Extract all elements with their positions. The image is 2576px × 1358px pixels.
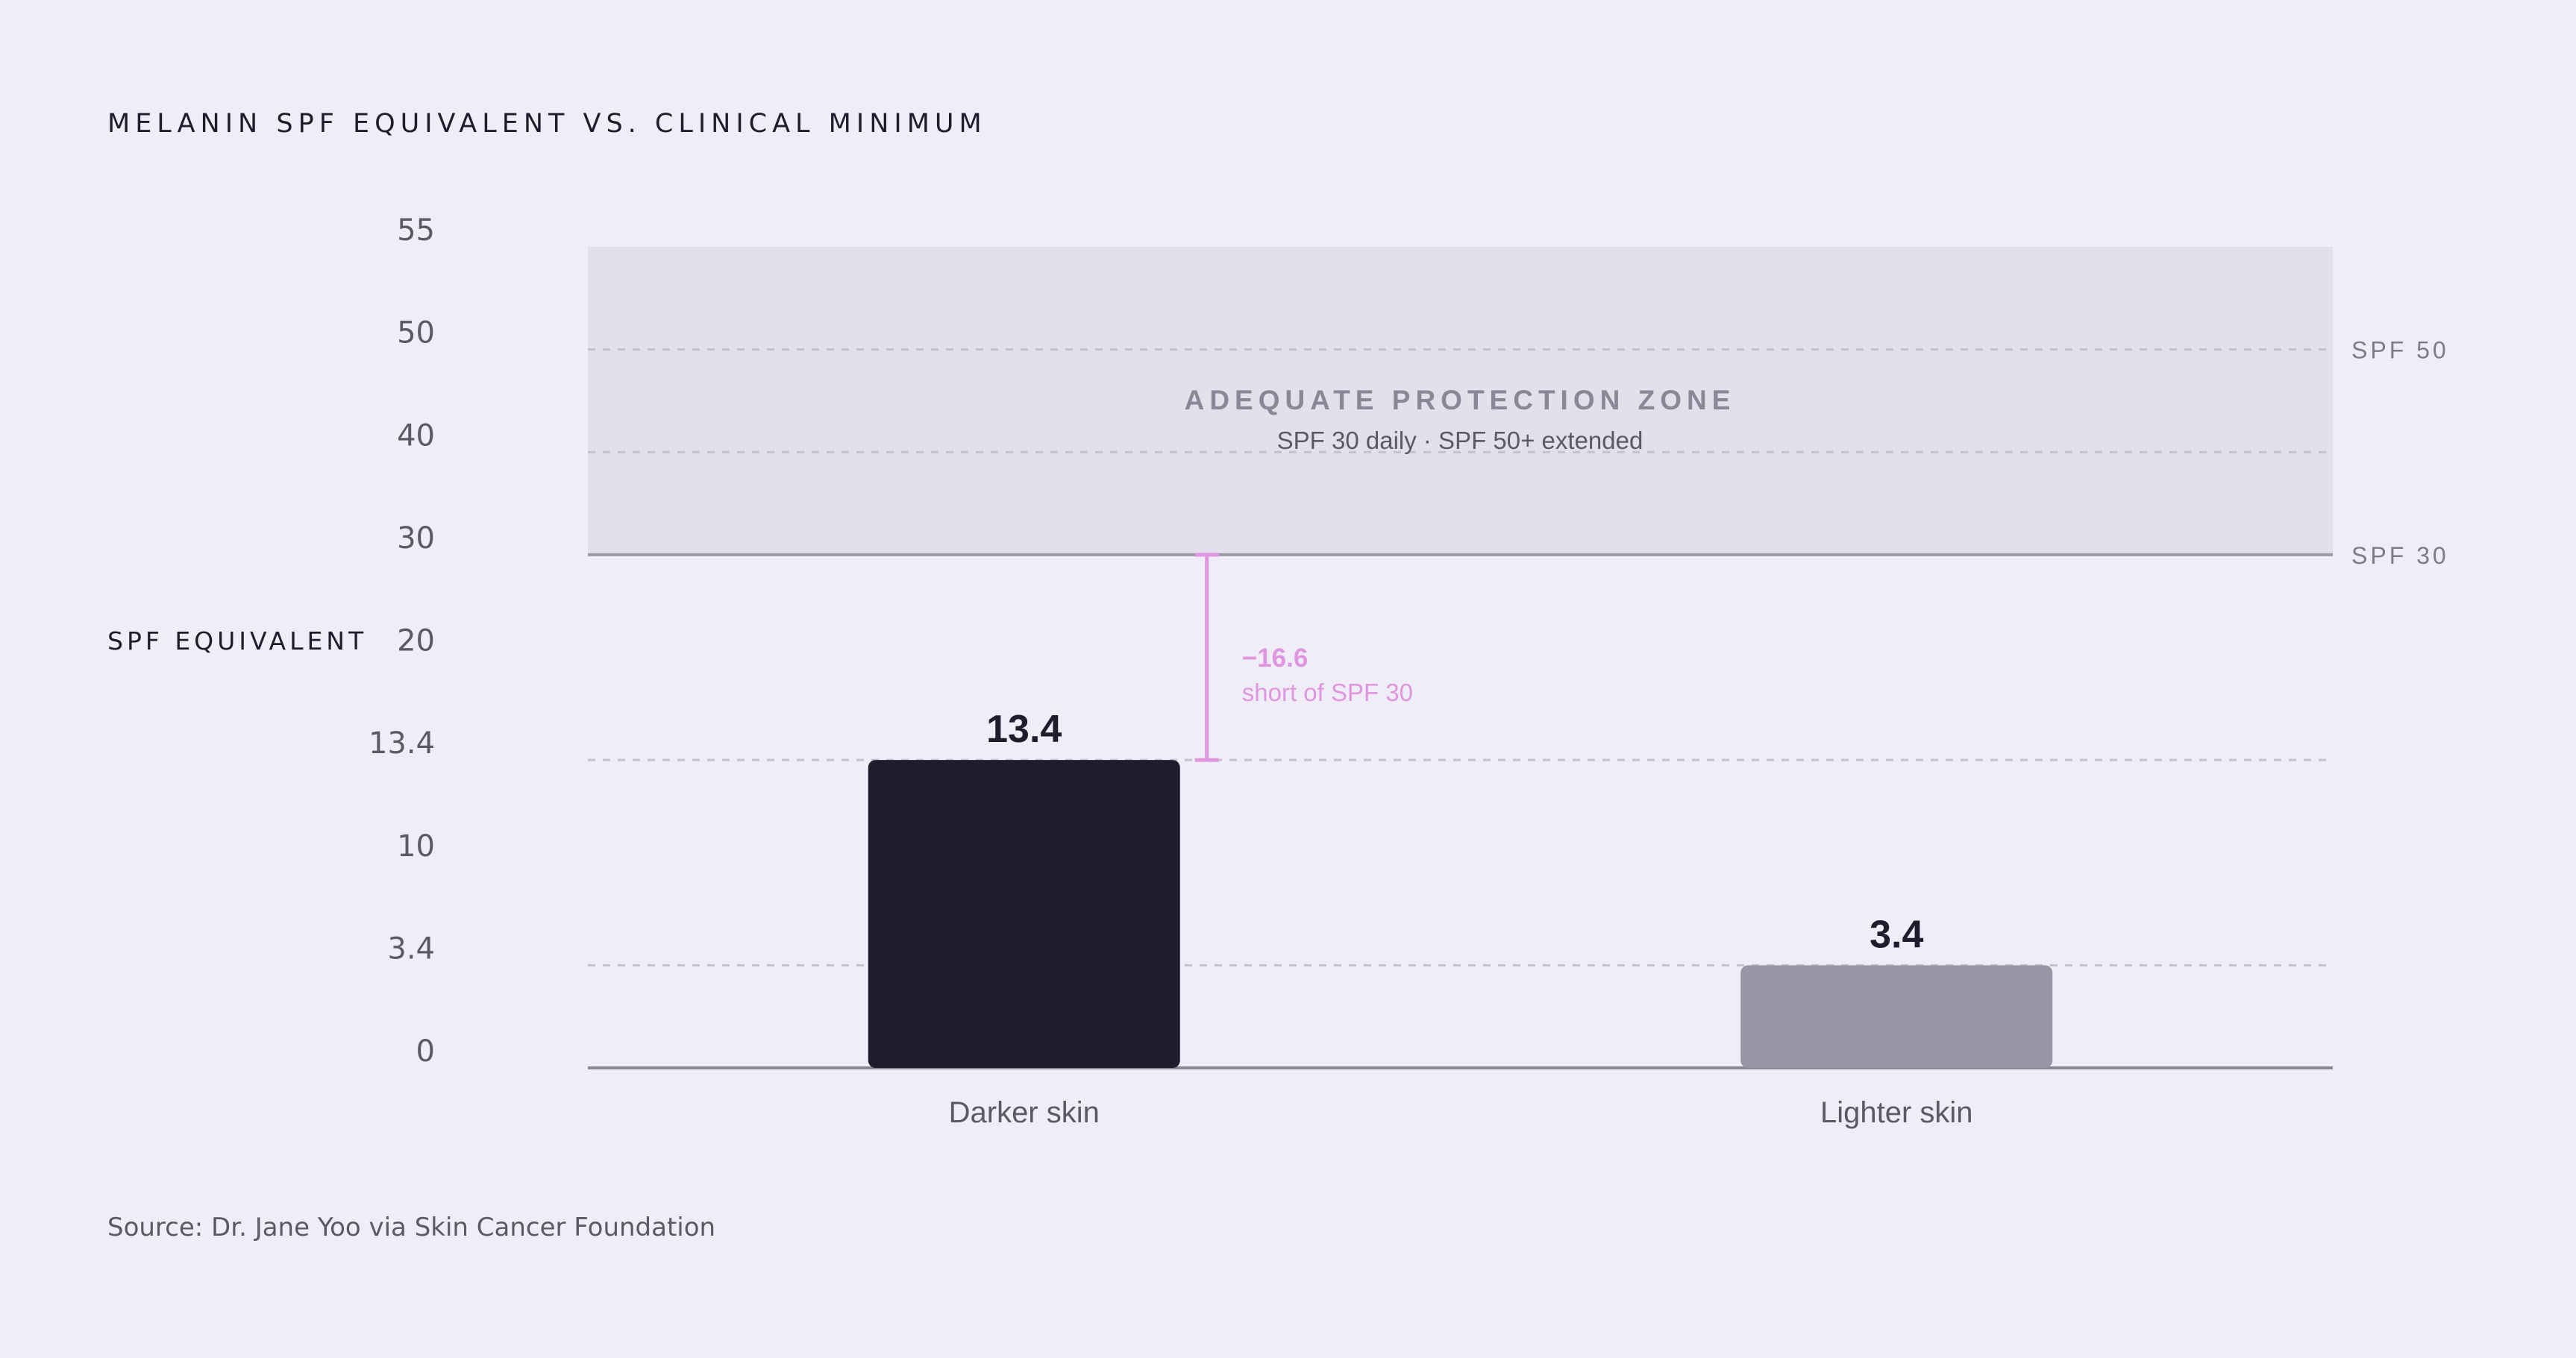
chart-title: MELANIN SPF EQUIVALENT VS. CLINICAL MINI…	[107, 109, 987, 139]
reference-label: SPF 30	[2351, 542, 2449, 569]
gap-note: short of SPF 30	[1242, 679, 1413, 706]
bar-value-label: 3.4	[1870, 913, 1923, 956]
y-tick-label: 55	[397, 213, 435, 248]
zone-title: ADEQUATE PROTECTION ZONE	[1185, 385, 1736, 415]
zone-subtitle: SPF 30 daily · SPF 50+ extended	[1277, 427, 1643, 454]
y-axis-label: SPF EQUIVALENT	[107, 626, 368, 656]
y-tick-label: 20	[397, 624, 435, 658]
gap-value-label: −16.6	[1242, 644, 1309, 673]
source-note: Source: Dr. Jane Yoo via Skin Cancer Fou…	[107, 1213, 716, 1242]
reference-label: SPF 50	[2351, 337, 2449, 364]
bar	[1740, 965, 2053, 1068]
bar	[868, 760, 1180, 1068]
y-tick-label: 50	[397, 316, 435, 350]
y-tick-label: 40	[397, 418, 435, 453]
protection-zone	[588, 247, 2333, 555]
x-tick-label: Lighter skin	[1820, 1096, 1973, 1129]
x-tick-label: Darker skin	[949, 1096, 1100, 1129]
y-tick-label: 10	[397, 829, 435, 864]
y-tick-label: 3.4	[387, 931, 435, 966]
bar-value-label: 13.4	[986, 708, 1062, 751]
y-tick-label: 30	[397, 521, 435, 556]
y-tick-label: 13.4	[369, 726, 435, 761]
y-tick-label: 0	[416, 1034, 435, 1069]
